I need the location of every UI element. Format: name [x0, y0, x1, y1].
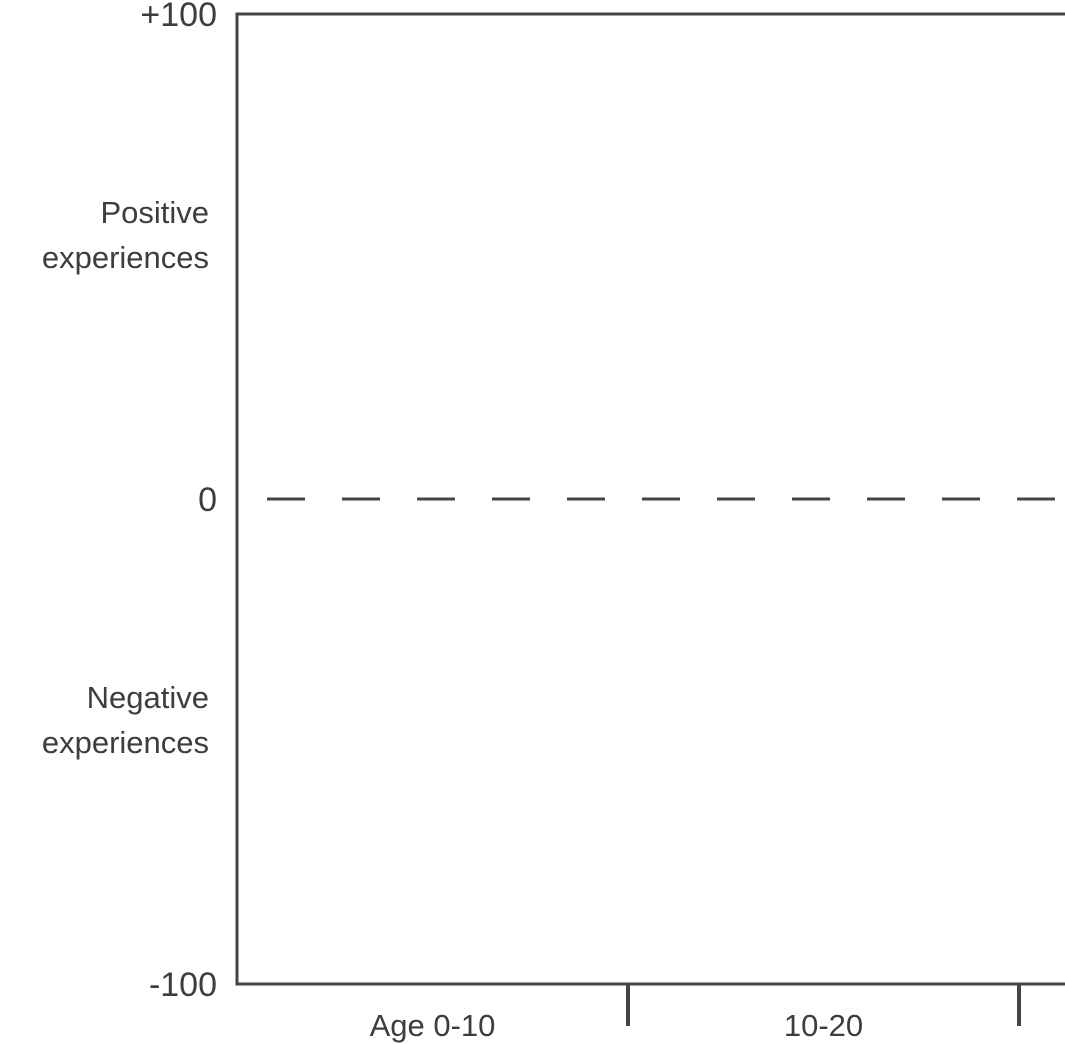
y-tick-labels: +100 0 -100 [140, 0, 217, 1004]
y-annotation-label: Positive [100, 195, 209, 230]
y-annotation-label: experiences [42, 725, 209, 760]
y-tick-label: 0 [198, 481, 217, 519]
x-category-labels: Age 0-10 10-20 [370, 984, 1021, 1043]
y-tick-label: +100 [140, 0, 217, 34]
y-annotation-label: experiences [42, 240, 209, 275]
x-category-label: 10-20 [784, 1008, 863, 1043]
y-annotations: Positive experiences Negative experiences [42, 195, 209, 760]
y-tick-label: -100 [149, 966, 217, 1004]
y-annotation-label: Negative [87, 680, 209, 715]
x-category-label: Age 0-10 [370, 1008, 496, 1043]
